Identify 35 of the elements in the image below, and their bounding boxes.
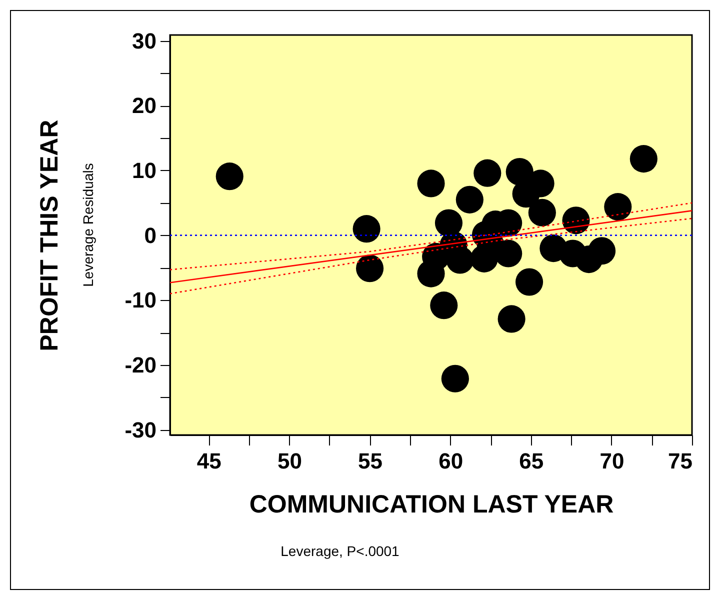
y-axis-title: PROFIT THIS YEAR: [36, 120, 64, 352]
line-series: [170, 202, 692, 270]
x-tick-label: 75: [668, 448, 692, 474]
point: [604, 193, 632, 221]
y-tick-label: -20: [124, 352, 156, 378]
y-tick-label: -30: [124, 417, 156, 442]
y-tick-label: 0: [144, 222, 156, 248]
point: [474, 159, 502, 187]
point: [417, 170, 445, 198]
point: [562, 206, 590, 234]
point: [356, 254, 384, 282]
point: [216, 162, 244, 190]
x-tick-label: 50: [277, 448, 302, 474]
point: [498, 305, 526, 333]
point: [630, 145, 658, 173]
y-tick-label: 30: [132, 28, 156, 54]
x-tick-label: 65: [519, 448, 544, 474]
x-tick-label: 60: [438, 448, 464, 474]
point: [588, 237, 616, 265]
y-tick-label: 20: [132, 93, 156, 118]
x-tick-label: 45: [196, 448, 222, 474]
point: [456, 186, 484, 214]
y-tick-label: -10: [124, 288, 156, 313]
point: [528, 198, 556, 226]
x-tick-label: 70: [600, 448, 624, 474]
point: [430, 292, 458, 320]
y-tick-label: 10: [132, 158, 156, 183]
x-axis-title: COMMUNICATION LAST YEAR: [249, 490, 614, 518]
point: [352, 215, 380, 243]
point: [434, 209, 463, 237]
point: [441, 364, 469, 392]
text: Leverage, P<.0001: [280, 543, 400, 559]
text: Leverage Residuals: [80, 163, 96, 287]
point: [515, 268, 544, 296]
x-tick-label: 55: [358, 448, 383, 474]
